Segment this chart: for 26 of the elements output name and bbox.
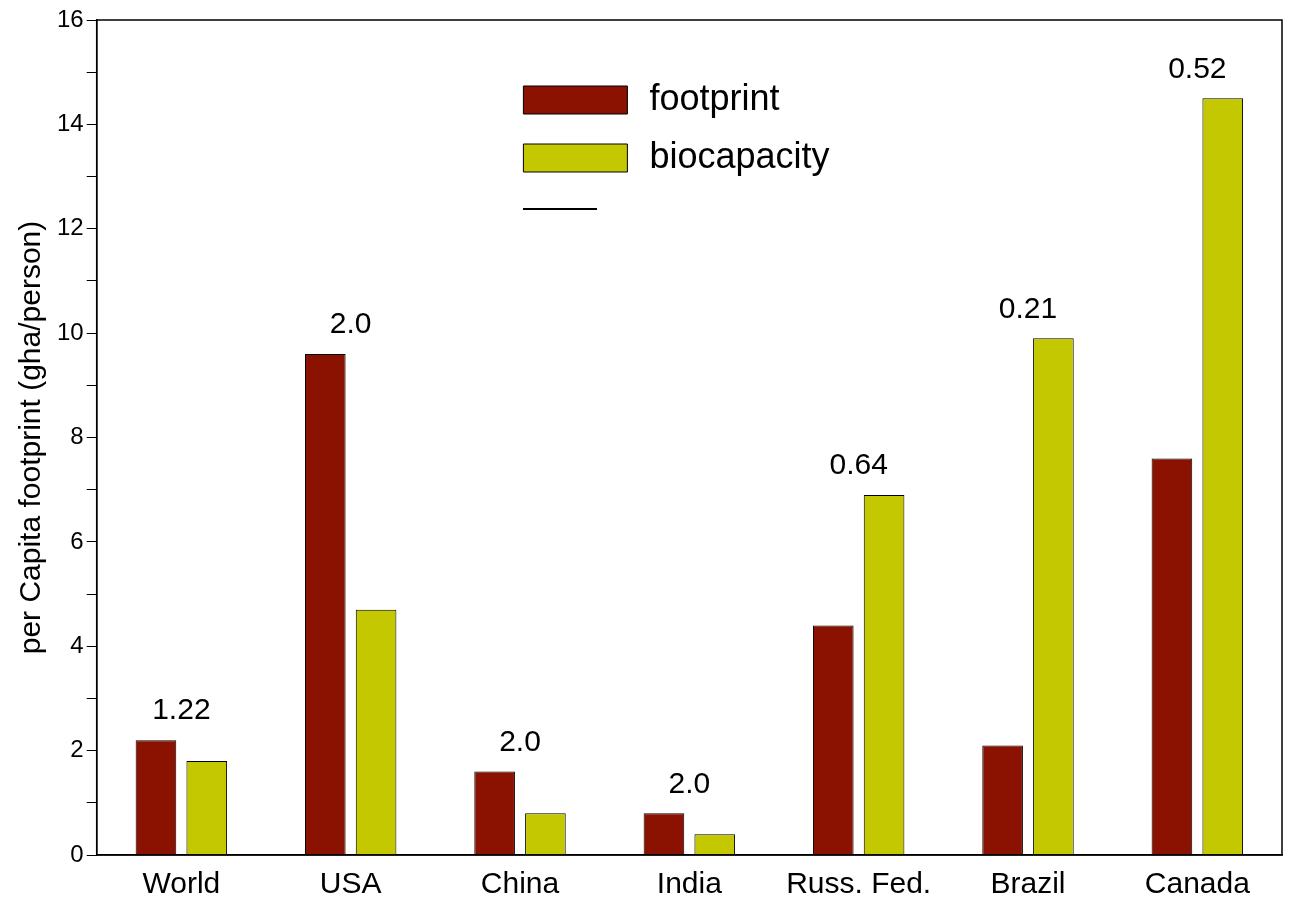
x-tick-label: USA xyxy=(319,866,382,900)
y-tick-label: 0 xyxy=(70,839,84,867)
y-tick-label: 6 xyxy=(70,526,84,554)
annotation: 1.22 xyxy=(152,692,211,726)
annotation: 0.52 xyxy=(1168,50,1227,84)
y-tick-label: 10 xyxy=(56,317,84,345)
x-tick-label: China xyxy=(480,866,560,900)
legend-label: biocapacity xyxy=(649,134,830,176)
x-tick-label: Canada xyxy=(1144,866,1251,900)
x-tick-label: World xyxy=(142,866,221,900)
y-tick-label: 2 xyxy=(70,735,84,763)
legend-label: footprint xyxy=(649,76,780,118)
x-tick-label: Brazil xyxy=(990,866,1066,900)
y-tick-label: 8 xyxy=(70,422,84,450)
annotation: 2.0 xyxy=(499,723,541,757)
x-tick-label: India xyxy=(656,866,723,900)
y-tick-label: 4 xyxy=(70,630,84,658)
y-tick-label: 12 xyxy=(56,213,84,241)
annotation: 2.0 xyxy=(668,765,711,799)
annotation: 0.64 xyxy=(829,447,888,481)
y-axis-title: per Capita footprint (gha/person) xyxy=(13,220,47,655)
annotation: 2.0 xyxy=(329,306,372,340)
x-tick-label: Russ. Fed. xyxy=(786,866,932,900)
y-tick-label: 14 xyxy=(56,109,84,136)
y-tick-label: 16 xyxy=(56,4,84,32)
annotation: 0.21 xyxy=(998,290,1058,324)
